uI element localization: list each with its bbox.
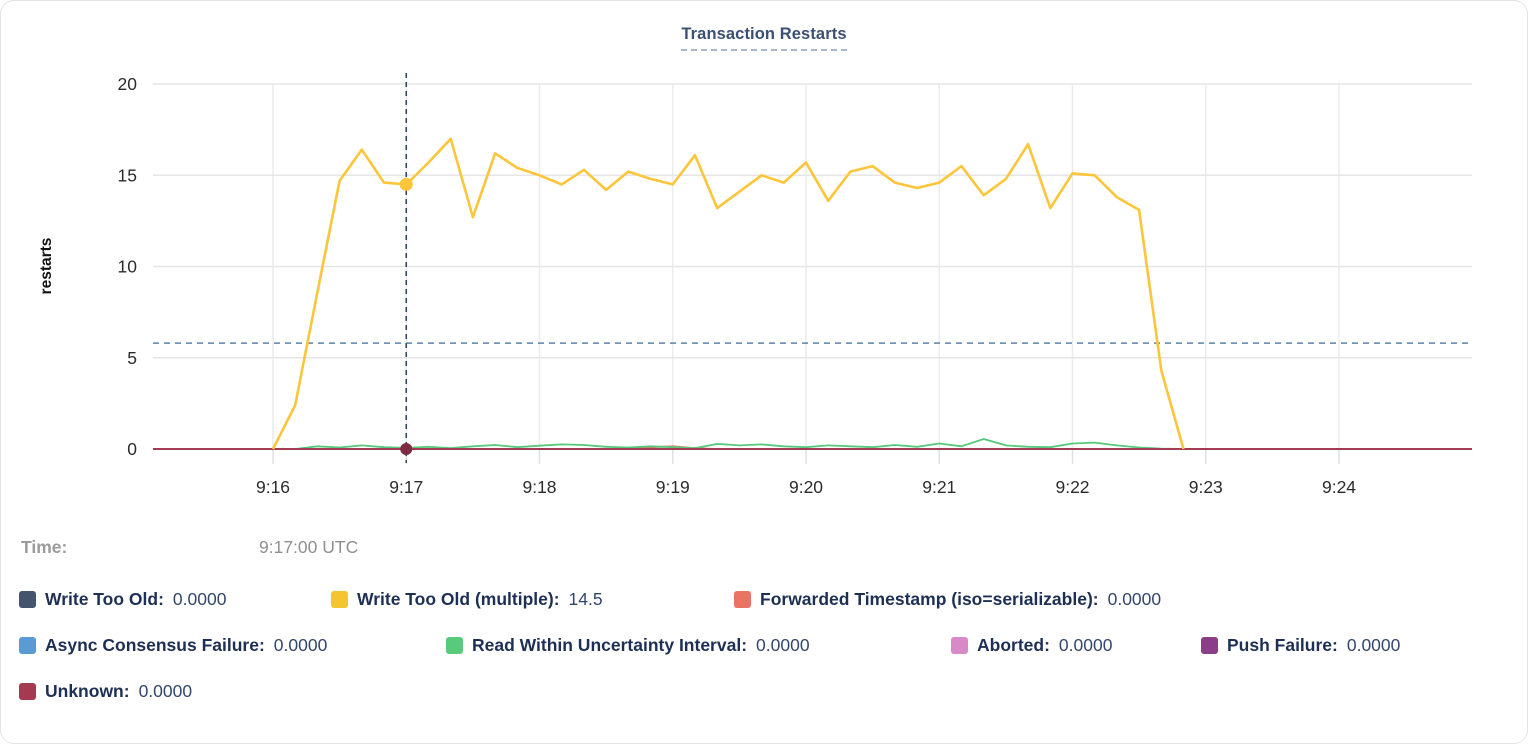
legend-label: Unknown: xyxy=(45,681,130,701)
legend-item[interactable]: Aborted: 0.0000 xyxy=(951,635,1201,656)
legend-swatch xyxy=(331,591,348,608)
y-tick-label: 15 xyxy=(118,165,137,185)
legend-label: Aborted: xyxy=(977,635,1050,655)
transaction-restarts-chart[interactable]: 0 5 10 15 20 9:16 9:17 9:18 9:19 9:20 9:21 9:22 9:23… xyxy=(1,1,1528,521)
legend-value: 0.0000 xyxy=(273,635,328,655)
legend-row: Write Too Old: 0.0000 Write Too Old (multi… xyxy=(19,589,1517,610)
legend-item[interactable]: Write Too Old (multiple): 14.5 xyxy=(331,589,734,610)
x-tick-label: 9:17 xyxy=(389,477,423,497)
legend-item[interactable]: Read Within Uncertainty Interval: 0.0000 xyxy=(446,635,951,656)
x-tick-label: 9:21 xyxy=(922,477,956,497)
series-line-write-too-old-multiple- xyxy=(271,137,1185,450)
time-value: 9:17:00 UTC xyxy=(259,537,359,557)
x-tick-label: 9:19 xyxy=(656,477,690,497)
series-line-read-within-uncertainty-interval xyxy=(273,438,1184,450)
x-tick-label: 9:20 xyxy=(789,477,823,497)
legend-item[interactable]: Forwarded Timestamp (iso=serializable): 0… xyxy=(734,589,1161,610)
legend-value: 0.0000 xyxy=(756,635,810,655)
legend-row: Unknown: 0.0000 xyxy=(19,681,1517,702)
legend-label: Write Too Old: xyxy=(45,589,164,609)
legend-swatch xyxy=(951,637,968,654)
x-tick-label: 9:24 xyxy=(1322,477,1356,497)
legend-swatch xyxy=(734,591,751,608)
x-tick-label: 9:18 xyxy=(522,477,556,497)
legend-label: Write Too Old (multiple): xyxy=(357,589,560,609)
legend-value: 0.0000 xyxy=(138,681,193,701)
y-tick-label: 20 xyxy=(118,74,138,94)
legend-swatch xyxy=(446,637,463,654)
legend-swatch xyxy=(19,637,36,654)
y-tick-label: 10 xyxy=(118,257,138,277)
x-tick-label: 9:23 xyxy=(1189,477,1223,497)
chart-header: Transaction Restarts xyxy=(1,25,1527,51)
chart-title[interactable]: Transaction Restarts xyxy=(681,25,847,51)
legend-label: Read Within Uncertainty Interval: xyxy=(472,635,748,655)
legend-label: Forwarded Timestamp (iso=serializable): xyxy=(760,589,1099,609)
legend-label: Push Failure: xyxy=(1227,635,1338,655)
y-tick-label: 5 xyxy=(127,348,137,368)
x-tick-label: 9:22 xyxy=(1055,477,1089,497)
legend-swatch xyxy=(1201,637,1218,654)
chart-legend: Write Too Old: 0.0000 Write Too Old (multi… xyxy=(19,589,1517,727)
y-tick-label: 0 xyxy=(127,439,137,459)
time-label: Time: xyxy=(21,537,68,557)
legend-value: 14.5 xyxy=(568,589,603,609)
legend-item[interactable]: Async Consensus Failure: 0.0000 xyxy=(19,635,446,656)
hover-time-row: Time: 9:17:00 UTC xyxy=(21,537,358,558)
legend-value: 0.0000 xyxy=(1346,635,1401,655)
legend-value: 0.0000 xyxy=(1107,589,1162,609)
hover-point-zero-series xyxy=(400,443,413,455)
legend-item[interactable]: Write Too Old: 0.0000 xyxy=(19,589,331,610)
legend-label: Async Consensus Failure: xyxy=(45,635,265,655)
hover-point-write-too-old-multiple xyxy=(399,177,413,191)
legend-value: 0.0000 xyxy=(1058,635,1113,655)
legend-swatch xyxy=(19,591,36,608)
legend-row: Async Consensus Failure: 0.0000 Read Withi… xyxy=(19,635,1517,656)
y-axis-label: restarts xyxy=(38,238,55,295)
x-tick-label: 9:16 xyxy=(256,477,290,497)
legend-item[interactable]: Push Failure: 0.0000 xyxy=(1201,635,1400,656)
legend-value: 0.0000 xyxy=(172,589,227,609)
legend-item[interactable]: Unknown: 0.0000 xyxy=(19,681,192,702)
legend-swatch xyxy=(19,683,36,700)
